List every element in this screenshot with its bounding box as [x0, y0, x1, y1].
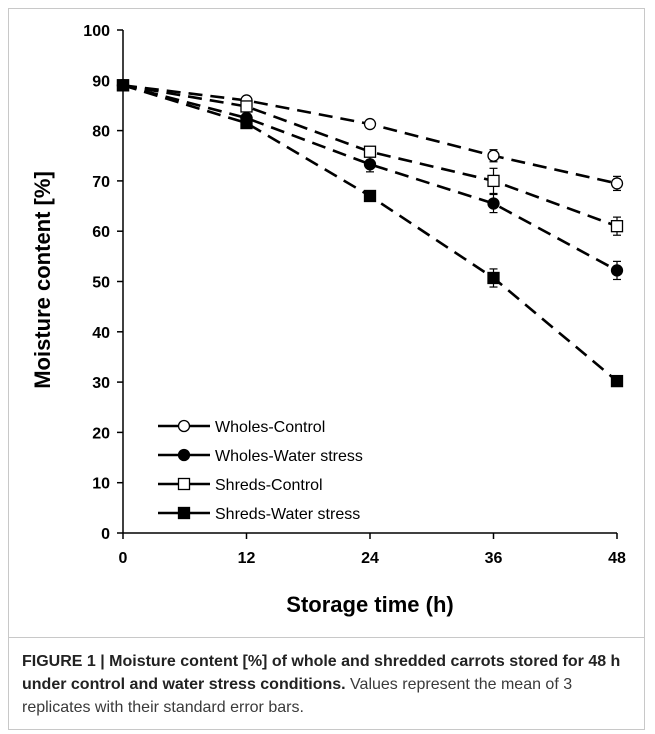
data-point	[363, 158, 377, 171]
y-tick-label: 50	[92, 275, 110, 292]
y-tick-label: 40	[92, 325, 110, 342]
data-point	[487, 271, 500, 285]
data-point	[116, 79, 130, 92]
legend-item: Shreds-Control	[158, 477, 323, 494]
data-point	[240, 100, 253, 113]
series-line	[122, 84, 618, 228]
legend-label: Shreds-Control	[215, 477, 323, 494]
data-point	[610, 220, 624, 233]
x-tick-label: 0	[119, 550, 128, 567]
data-point	[363, 145, 377, 158]
legend-item: Shreds-Water stress	[158, 506, 360, 523]
data-point	[363, 189, 377, 203]
data-point	[487, 197, 500, 210]
y-tick-label: 70	[92, 174, 110, 191]
data-point	[240, 116, 253, 130]
legend-marker	[177, 506, 191, 520]
series-shreds-water-stress	[116, 79, 624, 388]
caption-title: FIGURE 1 | Moisture content [%] of whole…	[22, 653, 621, 693]
data-point	[610, 374, 624, 388]
y-tick-label: 30	[92, 375, 110, 392]
chart-series	[116, 79, 624, 388]
data-point	[363, 117, 377, 131]
legend-marker	[177, 477, 191, 491]
y-tick-label: 20	[92, 425, 110, 442]
y-tick-label: 100	[83, 23, 110, 40]
legend-item: Wholes-Water stress	[158, 448, 363, 465]
data-point	[487, 149, 500, 162]
legend-marker	[177, 448, 191, 462]
series-wholes-water-stress	[116, 79, 624, 281]
series-line	[122, 84, 618, 272]
y-tick-label: 60	[92, 224, 110, 241]
data-point	[610, 264, 624, 277]
y-axis-label: Moisture content [%]	[30, 171, 55, 389]
figure-frame	[8, 8, 645, 730]
x-tick-label: 24	[361, 550, 379, 567]
y-tick-label: 90	[92, 73, 110, 90]
legend-label: Shreds-Water stress	[215, 506, 360, 523]
y-tick-label: 10	[92, 476, 110, 493]
legend-label: Wholes-Control	[215, 419, 325, 436]
moisture-chart: 0 10 20 30 40 50 60 70 80 90 100 0 12 24 36 48 Wholes-C…	[30, 23, 626, 617]
caption-separator	[8, 637, 645, 638]
chart-axes: 0 10 20 30 40 50 60 70 80 90 100 0 12 24 36 48	[83, 23, 626, 567]
y-tick-label: 80	[92, 124, 110, 141]
x-tick-label: 48	[608, 550, 626, 567]
x-tick-label: 36	[485, 550, 503, 567]
legend-marker	[177, 419, 191, 433]
figure-caption: FIGURE 1 | Moisture content [%] of whole…	[22, 650, 637, 719]
chart-legend: Wholes-Control Wholes-Water stress Shreds-…	[158, 419, 363, 523]
x-tick-label: 12	[238, 550, 256, 567]
legend-label: Wholes-Water stress	[215, 448, 363, 465]
data-point	[487, 174, 500, 188]
data-point	[610, 177, 624, 190]
caption-text: Values represent the mean of 3 replicate…	[22, 676, 573, 716]
y-tick-label: 0	[101, 526, 110, 543]
legend-item: Wholes-Control	[158, 419, 325, 436]
x-axis-label: Storage time (h)	[286, 592, 453, 617]
